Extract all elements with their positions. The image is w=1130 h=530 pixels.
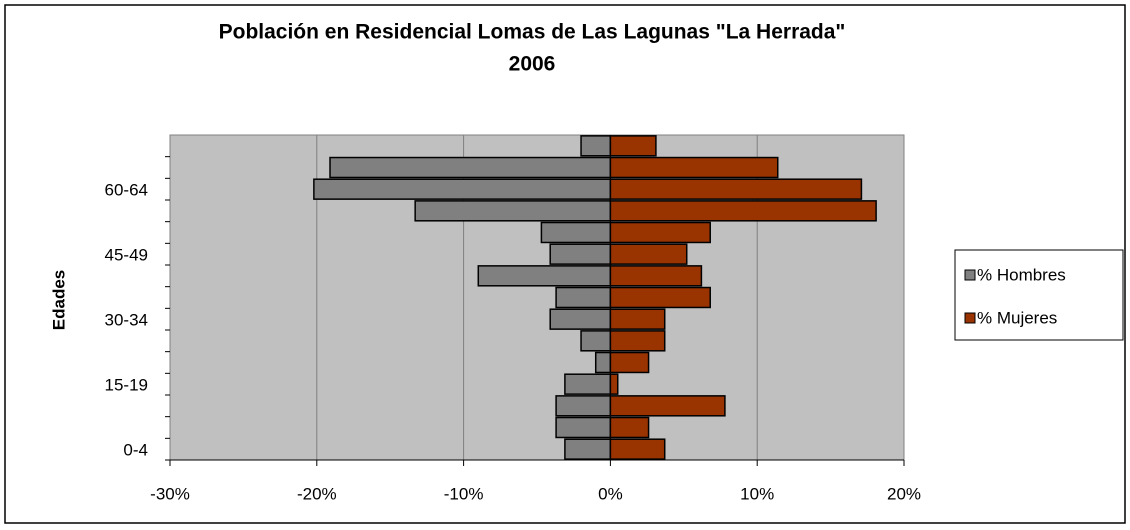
bar [414,200,612,222]
bar [555,286,612,309]
bar [609,265,703,287]
x-tick-label: -20% [297,484,337,503]
chart-title: Población en Residencial Lomas de Las La… [219,21,846,44]
bar [609,200,877,222]
legend-swatch [964,312,976,324]
bar [549,308,612,330]
bar [580,135,612,157]
legend-label: % Hombres [977,265,1066,284]
y-tick-label: 0-4 [123,441,148,460]
x-tick-label: 20% [887,484,921,503]
bar [609,308,666,330]
bar [564,438,612,460]
bar [594,351,612,374]
x-tick-label: 0% [598,484,623,503]
bar [609,416,650,439]
bar [609,135,657,157]
bar [609,351,650,374]
bar [609,330,666,352]
bar [555,395,612,417]
bar [609,438,666,460]
y-tick-label: 30-34 [105,311,148,330]
y-axis-label: Edades [49,270,68,330]
legend-swatch [964,269,976,281]
bar [609,395,726,417]
bar [549,243,612,265]
bar [609,373,619,395]
bar [313,178,612,200]
bar [609,243,688,265]
bar [609,286,711,309]
bar [555,416,612,439]
bar [564,373,612,395]
x-tick-label: -10% [444,484,484,503]
bar [609,178,863,200]
bar [609,221,711,244]
bar [609,156,779,179]
x-tick-label: -30% [150,484,190,503]
x-tick-label: 10% [740,484,774,503]
y-tick-label: 15-19 [105,376,148,395]
bar [580,330,612,352]
y-tick-label: 60-64 [105,181,148,200]
bar [477,265,612,287]
y-tick-label: 45-49 [105,246,148,265]
bar [540,221,612,244]
bar [329,156,612,179]
chart-title: 2006 [509,53,556,76]
legend-label: % Mujeres [977,308,1057,327]
legend [954,249,1124,341]
